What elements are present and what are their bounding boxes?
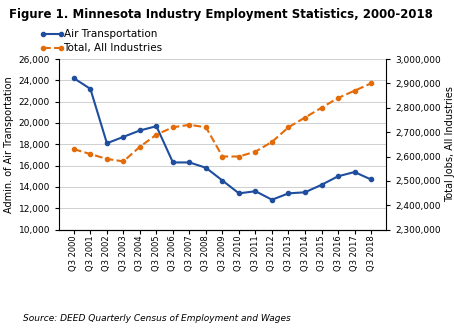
Total, All Industries bbox=[137, 145, 143, 149]
Air Transportation bbox=[71, 76, 77, 80]
Air Transportation bbox=[220, 178, 225, 182]
Total, All Industries bbox=[286, 125, 291, 129]
Total, All Industries bbox=[269, 140, 275, 144]
Total, All Industries bbox=[368, 81, 374, 85]
Air Transportation bbox=[121, 135, 126, 139]
Text: Air Transportation: Air Transportation bbox=[64, 30, 157, 39]
Total, All Industries bbox=[71, 147, 77, 151]
Air Transportation bbox=[203, 166, 209, 170]
Y-axis label: Admin. of Air Transportation: Admin. of Air Transportation bbox=[5, 76, 15, 213]
Air Transportation bbox=[154, 124, 159, 128]
Total, All Industries bbox=[336, 96, 341, 100]
Air Transportation bbox=[137, 129, 143, 133]
Air Transportation bbox=[286, 191, 291, 195]
Total, All Industries bbox=[154, 133, 159, 136]
Total, All Industries bbox=[319, 106, 324, 110]
Air Transportation bbox=[302, 190, 308, 194]
Total, All Industries bbox=[187, 123, 192, 127]
Text: Source: DEED Quarterly Census of Employment and Wages: Source: DEED Quarterly Census of Employm… bbox=[23, 314, 291, 323]
Total, All Industries bbox=[88, 152, 93, 156]
Air Transportation bbox=[170, 160, 176, 164]
Air Transportation bbox=[187, 160, 192, 164]
Total, All Industries bbox=[104, 157, 109, 161]
Total, All Industries bbox=[352, 89, 357, 93]
Line: Air Transportation: Air Transportation bbox=[72, 76, 373, 202]
Air Transportation bbox=[88, 87, 93, 91]
Air Transportation bbox=[368, 177, 374, 181]
Total, All Industries bbox=[302, 115, 308, 119]
Total, All Industries bbox=[170, 125, 176, 129]
Text: Total, All Industries: Total, All Industries bbox=[64, 43, 163, 52]
Air Transportation bbox=[104, 141, 109, 145]
Air Transportation bbox=[336, 174, 341, 178]
Air Transportation bbox=[269, 198, 275, 202]
Text: Figure 1. Minnesota Industry Employment Statistics, 2000-2018: Figure 1. Minnesota Industry Employment … bbox=[9, 8, 433, 21]
Total, All Industries bbox=[203, 125, 209, 129]
Total, All Industries bbox=[253, 150, 258, 154]
Total, All Industries bbox=[121, 159, 126, 163]
Air Transportation bbox=[236, 191, 242, 195]
Air Transportation bbox=[253, 189, 258, 193]
Y-axis label: Total Jobs, All Industries: Total Jobs, All Industries bbox=[445, 86, 454, 202]
Line: Total, All Industries: Total, All Industries bbox=[72, 81, 373, 163]
Air Transportation bbox=[352, 170, 357, 174]
Air Transportation bbox=[319, 183, 324, 187]
Total, All Industries bbox=[236, 154, 242, 158]
Total, All Industries bbox=[220, 154, 225, 158]
